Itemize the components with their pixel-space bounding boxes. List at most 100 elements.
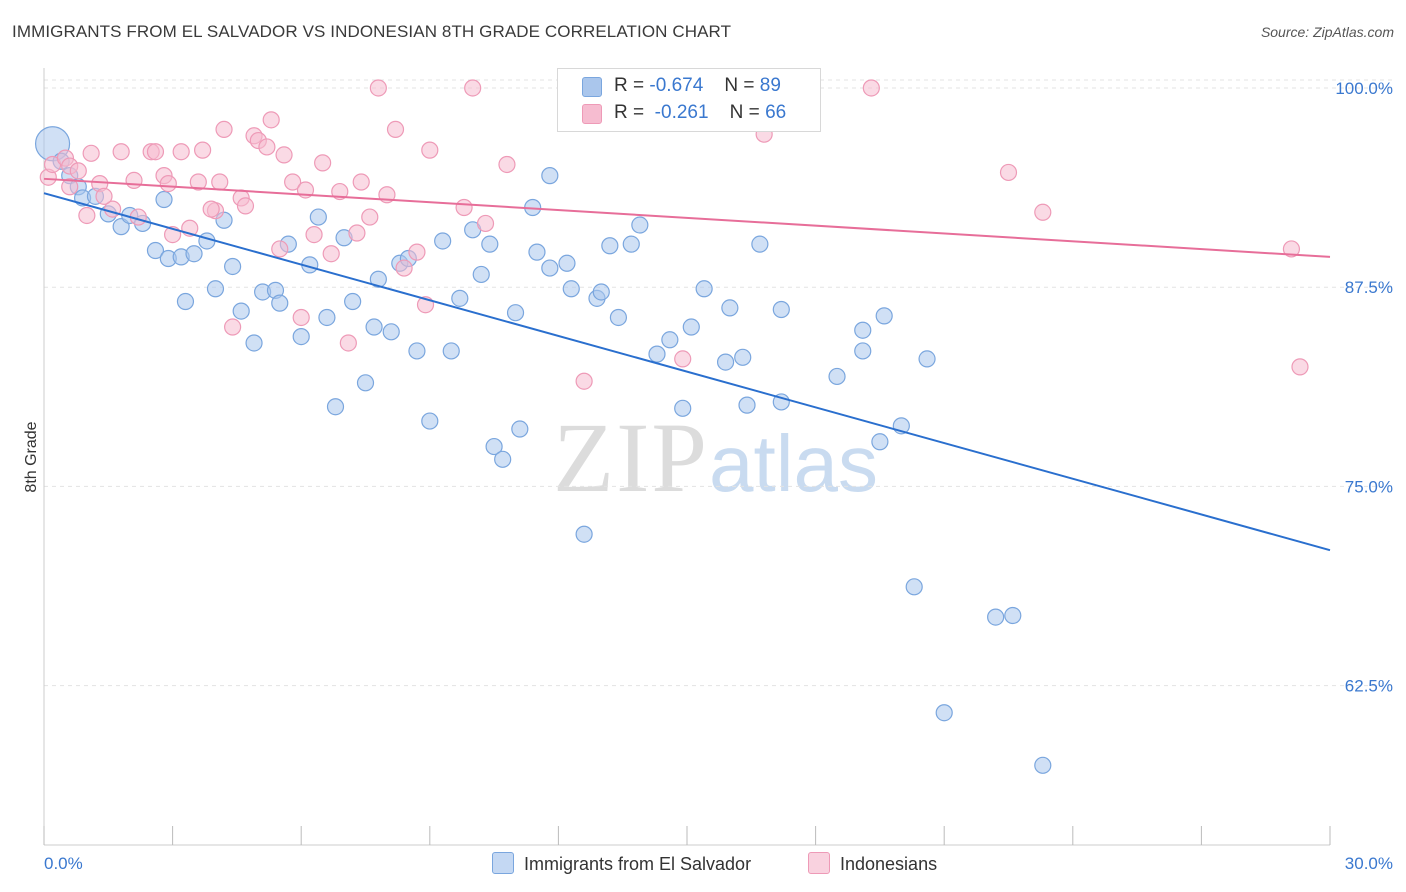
point-el-salvador — [631, 216, 649, 234]
point-el-salvador — [176, 292, 195, 311]
point-indonesians — [275, 146, 293, 164]
point-indonesians — [95, 187, 113, 205]
x-tick-label: 0.0% — [44, 854, 83, 873]
point-indonesians — [215, 120, 233, 139]
point-indonesians — [262, 111, 280, 129]
point-el-salvador — [155, 190, 173, 209]
series-swatch-blue — [492, 852, 514, 874]
point-el-salvador — [369, 270, 387, 288]
point-indonesians — [271, 240, 289, 258]
point-el-salvador — [528, 243, 546, 261]
point-indonesians — [369, 79, 387, 97]
point-el-salvador — [271, 294, 289, 312]
source-note: Source: ZipAtlas.com — [1260, 24, 1394, 40]
point-indonesians — [146, 143, 165, 161]
point-indonesians — [476, 214, 495, 233]
y-axis-label: 8th Grade — [23, 421, 40, 492]
point-indonesians — [999, 163, 1018, 182]
point-indonesians — [395, 259, 413, 277]
point-el-salvador — [472, 265, 490, 284]
point-indonesians — [322, 245, 340, 263]
point-el-salvador — [206, 280, 225, 298]
point-el-salvador — [871, 433, 889, 451]
legend-swatch-pink — [582, 104, 602, 124]
point-el-salvador — [541, 167, 559, 185]
point-el-salvador — [365, 318, 383, 336]
point-el-salvador — [682, 318, 700, 336]
point-el-salvador — [592, 283, 610, 301]
point-indonesians — [1282, 240, 1301, 258]
point-el-salvador — [326, 398, 345, 416]
point-el-salvador — [506, 304, 525, 322]
point-indonesians — [862, 79, 880, 97]
point-indonesians — [498, 155, 516, 174]
point-indonesians — [339, 334, 357, 352]
series-legend-indonesians: Indonesians — [808, 852, 937, 875]
point-indonesians — [352, 173, 370, 191]
point-indonesians — [172, 143, 190, 161]
point-indonesians — [112, 143, 130, 161]
y-tick-label: 62.5% — [1345, 677, 1393, 696]
point-el-salvador — [481, 235, 499, 253]
point-el-salvador — [661, 331, 679, 349]
point-el-salvador — [935, 704, 953, 722]
point-indonesians — [78, 206, 96, 225]
point-el-salvador — [695, 280, 713, 298]
legend-r-value: -0.674 — [649, 75, 704, 96]
correlation-legend: R = -0.674 N = 89 R = -0.261 N = 66 — [557, 68, 821, 132]
legend-n-value: 89 — [759, 75, 781, 96]
point-indonesians — [258, 138, 276, 156]
point-indonesians — [305, 225, 323, 244]
point-indonesians — [189, 173, 207, 191]
point-el-salvador — [854, 342, 872, 360]
point-indonesians — [464, 79, 482, 97]
watermark-atlas: atlas — [709, 419, 878, 508]
point-indonesians — [1291, 358, 1309, 376]
series-legend-label: Indonesians — [840, 854, 938, 874]
point-el-salvador — [356, 374, 375, 392]
series-swatch-pink — [808, 852, 830, 874]
watermark: ZIPatlas — [553, 400, 878, 515]
point-el-salvador — [738, 396, 756, 414]
point-indonesians — [202, 200, 220, 218]
point-el-salvador — [854, 321, 872, 339]
point-el-salvador — [292, 327, 310, 346]
chart-title: IMMIGRANTS FROM EL SALVADOR VS INDONESIA… — [12, 22, 732, 41]
series-legend-el-salvador: Immigrants from El Salvador — [492, 852, 751, 875]
point-indonesians — [408, 243, 426, 261]
point-indonesians — [455, 198, 473, 217]
point-el-salvador — [622, 235, 640, 253]
point-el-salvador — [309, 208, 327, 226]
point-indonesians — [224, 318, 242, 336]
point-el-salvador — [408, 342, 426, 360]
point-el-salvador — [494, 450, 512, 468]
point-indonesians — [292, 308, 310, 327]
legend-r-label: R = — [614, 75, 645, 96]
legend-swatch-blue — [582, 77, 602, 97]
y-tick-label: 87.5% — [1345, 278, 1393, 297]
point-el-salvador — [185, 245, 203, 263]
point-el-salvador — [451, 289, 469, 307]
point-el-salvador — [562, 280, 580, 298]
y-tick-label: 75.0% — [1345, 477, 1393, 496]
point-indonesians — [1034, 203, 1052, 221]
y-tick-label: 100.0% — [1335, 79, 1393, 98]
point-el-salvador — [601, 237, 619, 255]
point-indonesians — [82, 144, 100, 162]
x-tick-label: 30.0% — [1345, 854, 1393, 873]
point-el-salvador — [918, 350, 936, 368]
trend-line-indonesians — [43, 177, 1331, 258]
point-indonesians — [125, 171, 143, 190]
point-el-salvador — [245, 334, 263, 352]
point-indonesians — [211, 173, 229, 191]
point-el-salvador — [198, 232, 216, 250]
point-indonesians — [386, 120, 405, 139]
point-indonesians — [575, 372, 593, 390]
point-indonesians — [348, 224, 366, 242]
trend-line-el-salvador — [43, 192, 1331, 552]
point-el-salvador — [721, 299, 739, 317]
point-indonesians — [236, 197, 255, 215]
point-indonesians — [159, 174, 177, 193]
point-indonesians — [69, 162, 87, 180]
